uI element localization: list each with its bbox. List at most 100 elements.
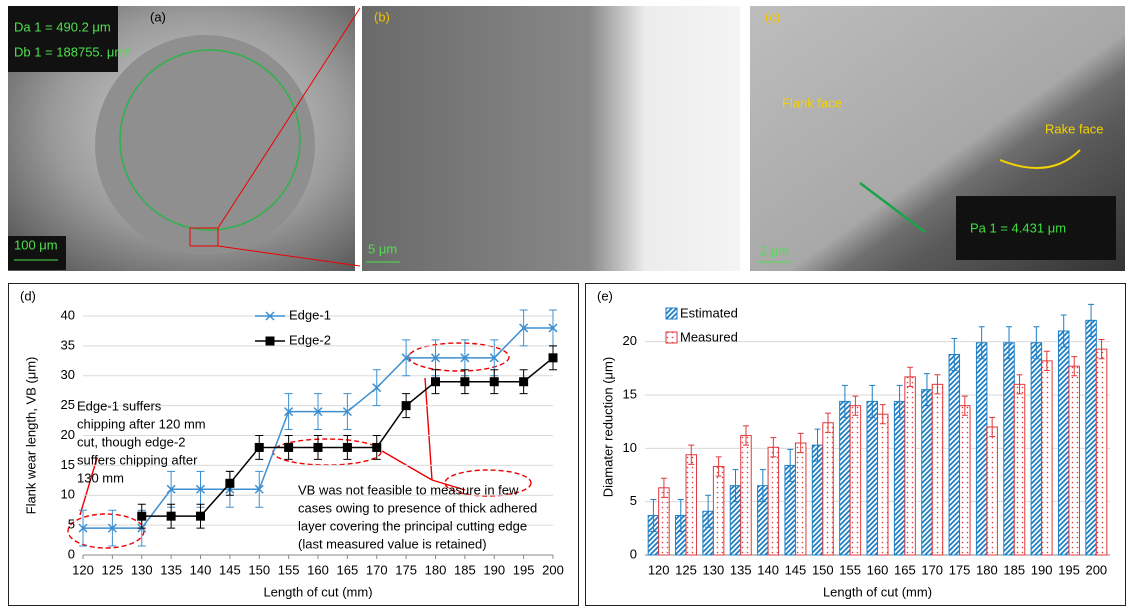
x-tick-label: 120 xyxy=(648,562,670,577)
x-tick-label: 160 xyxy=(867,562,889,577)
marker xyxy=(343,443,352,452)
legend-marker xyxy=(266,337,275,346)
panel-label: (d) xyxy=(20,288,36,303)
annotation: chipping after 120 mm xyxy=(77,416,206,431)
panel-label: (b) xyxy=(374,9,390,24)
x-tick-label: 175 xyxy=(949,562,971,577)
marker xyxy=(402,401,411,410)
measure-text: Pa 1 = 4.431 μm xyxy=(970,220,1066,235)
bar xyxy=(922,390,933,555)
bar xyxy=(960,406,971,555)
marker xyxy=(460,377,469,386)
x-tick-label: 120 xyxy=(72,562,94,577)
annotation: cases owing to presence of thick adhered xyxy=(298,500,537,515)
x-tick-label: 180 xyxy=(425,562,447,577)
bar xyxy=(987,427,998,555)
y-tick-label: 30 xyxy=(61,367,75,382)
x-tick-label: 135 xyxy=(160,562,182,577)
panel-label: (e) xyxy=(597,288,613,303)
x-tick-label: 155 xyxy=(839,562,861,577)
marker xyxy=(372,443,381,452)
annotation: VB was not feasible to measure in few xyxy=(298,482,519,497)
x-tick-label: 140 xyxy=(757,562,779,577)
x-tick-label: 135 xyxy=(730,562,752,577)
legend-label: Measured xyxy=(680,329,738,344)
x-tick-label: 195 xyxy=(1058,562,1080,577)
bar xyxy=(1069,366,1080,555)
x-tick-label: 175 xyxy=(395,562,417,577)
bar xyxy=(823,423,834,555)
marker xyxy=(431,377,440,386)
panel-label: (c) xyxy=(765,9,780,24)
marker xyxy=(196,512,205,521)
annotation: suffers chipping after xyxy=(77,452,198,467)
bar xyxy=(867,401,878,555)
bar xyxy=(840,401,851,555)
y-tick-label: 10 xyxy=(623,440,637,455)
x-tick-label: 155 xyxy=(278,562,300,577)
bar xyxy=(1058,331,1069,555)
bar xyxy=(686,455,697,555)
marker xyxy=(137,512,146,521)
legend-label: Edge-1 xyxy=(289,307,331,322)
bar xyxy=(894,401,905,555)
y-tick-label: 20 xyxy=(61,427,75,442)
y-tick-label: 5 xyxy=(68,517,75,532)
marker xyxy=(284,443,293,452)
bar xyxy=(795,443,806,555)
x-tick-label: 160 xyxy=(307,562,329,577)
marker xyxy=(167,512,176,521)
legend-swatch xyxy=(666,308,677,319)
sem-image xyxy=(362,6,740,271)
tool-face xyxy=(95,35,315,255)
bar xyxy=(768,447,779,555)
info-box xyxy=(8,6,118,72)
bar xyxy=(850,406,861,555)
y-tick-label: 40 xyxy=(61,307,75,322)
y-tick-label: 0 xyxy=(68,546,75,561)
x-tick-label: 185 xyxy=(454,562,476,577)
marker xyxy=(490,377,499,386)
y-axis-title: Diamater reduction (μm) xyxy=(600,357,615,497)
region-label: Flank face xyxy=(782,95,842,110)
annotation: (last measured value is retained) xyxy=(298,536,487,551)
x-tick-label: 150 xyxy=(248,562,270,577)
x-tick-label: 140 xyxy=(190,562,212,577)
y-tick-label: 10 xyxy=(61,487,75,502)
legend-label: Edge-2 xyxy=(289,332,331,347)
y-tick-label: 35 xyxy=(61,337,75,352)
annotation: 130 mm xyxy=(77,470,124,485)
x-tick-label: 170 xyxy=(366,562,388,577)
panel-text: Db 1 = 188755. μm² xyxy=(14,44,130,59)
marker xyxy=(255,443,264,452)
x-axis-title: Length of cut (mm) xyxy=(823,584,932,599)
bar xyxy=(1096,349,1107,555)
bar xyxy=(1014,384,1024,555)
marker xyxy=(225,479,234,488)
x-tick-label: 130 xyxy=(131,562,153,577)
y-tick-label: 25 xyxy=(61,397,75,412)
x-tick-label: 145 xyxy=(219,562,241,577)
bar xyxy=(1004,343,1015,555)
bar xyxy=(949,354,960,555)
legend-marker xyxy=(255,312,285,320)
panel-label: (a) xyxy=(150,9,166,24)
x-tick-label: 145 xyxy=(785,562,807,577)
x-tick-label: 165 xyxy=(894,562,916,577)
legend-swatch xyxy=(666,332,677,343)
scale-text: 2 μm xyxy=(760,243,789,258)
scale-text: 100 μm xyxy=(14,237,58,252)
bar xyxy=(1031,343,1042,555)
x-tick-label: 190 xyxy=(483,562,505,577)
bar xyxy=(1086,320,1097,555)
marker xyxy=(519,377,528,386)
y-tick-label: 20 xyxy=(623,333,637,348)
y-tick-label: 15 xyxy=(61,457,75,472)
x-axis-title: Length of cut (mm) xyxy=(263,584,372,599)
bar xyxy=(878,414,889,555)
y-tick-label: 5 xyxy=(630,493,637,508)
y-tick-label: 15 xyxy=(623,386,637,401)
x-tick-label: 190 xyxy=(1031,562,1053,577)
x-tick-label: 180 xyxy=(976,562,998,577)
x-tick-label: 125 xyxy=(102,562,124,577)
